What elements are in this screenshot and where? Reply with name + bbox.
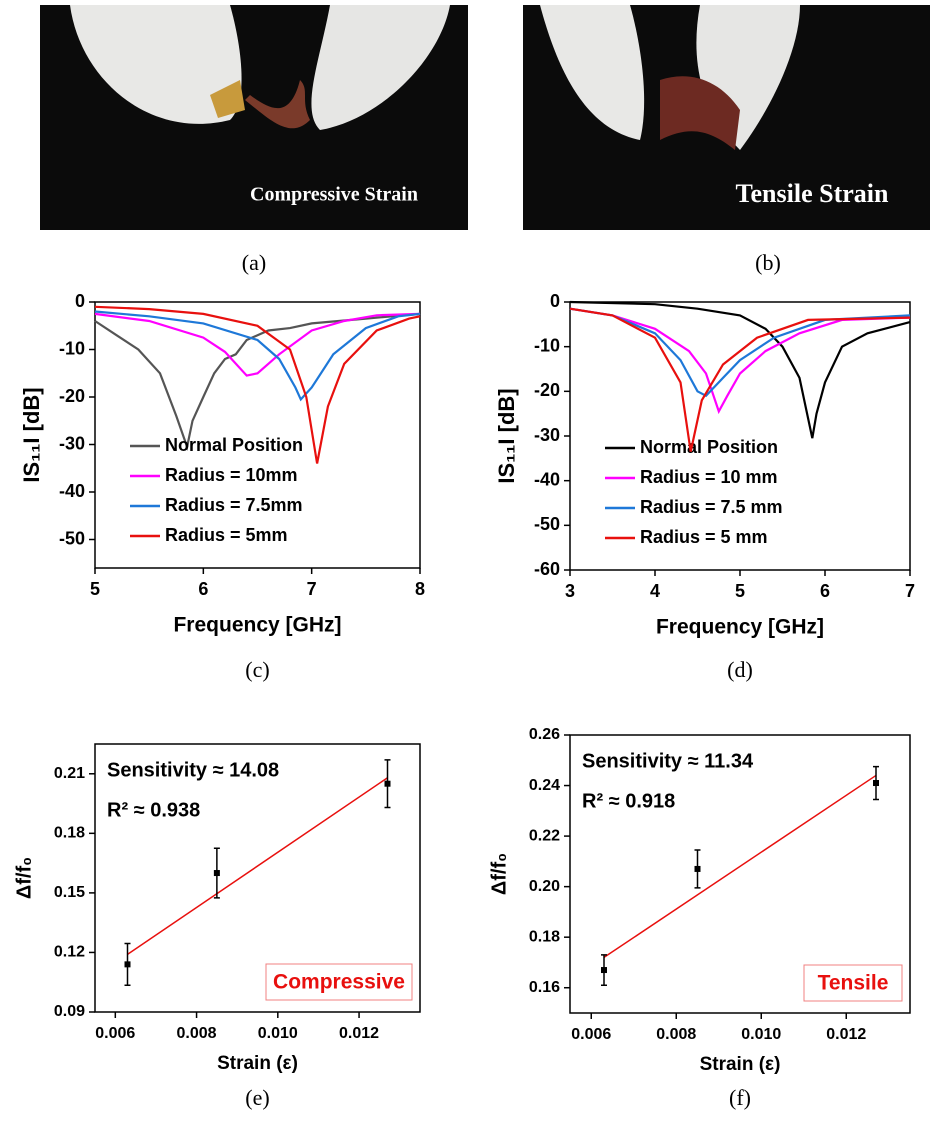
legend-label: Normal Position (640, 437, 778, 457)
y-tick-label: 0.20 (529, 878, 560, 895)
y-tick-label: -50 (59, 528, 85, 548)
caption: (b) (755, 250, 781, 275)
annotation: Sensitivity ≈ 14.08 (107, 759, 279, 781)
x-tick-label: 5 (90, 579, 100, 599)
legend-label: Radius = 7.5 mm (640, 497, 783, 517)
x-axis-label: Frequency [GHz] (656, 616, 824, 639)
legend-label: Normal Position (165, 435, 303, 455)
line-series (95, 314, 420, 447)
x-tick-label: 0.008 (656, 1026, 696, 1043)
point (385, 781, 391, 787)
point (214, 870, 220, 876)
y-tick-label: 0 (550, 291, 560, 311)
annotation: R² ≈ 0.938 (107, 799, 200, 821)
line-series (570, 302, 910, 438)
y-tick-label: -40 (59, 481, 85, 501)
legend-label: Radius = 10mm (165, 465, 298, 485)
figure: Compressive Strain (a) Tensile Strain (b… (0, 0, 940, 1123)
point (125, 961, 131, 967)
y-tick-label: 0.26 (529, 726, 560, 743)
point (601, 967, 607, 973)
photo-b: Tensile Strain (523, 5, 930, 230)
photo-label: Compressive Strain (250, 184, 418, 206)
x-tick-label: 6 (820, 581, 830, 601)
x-tick-label: 7 (307, 579, 317, 599)
x-tick-label: 0.012 (339, 1025, 379, 1042)
y-tick-label: -30 (59, 433, 85, 453)
y-axis-label: IS₁₁I [dB] (19, 387, 44, 482)
legend-label: Radius = 7.5mm (165, 495, 303, 515)
caption: (a) (242, 250, 266, 275)
x-tick-label: 0.006 (571, 1026, 611, 1043)
chart: 0.09 0.12 0.15 0.18 0.21 0.006 0.008 0.010 0.012… (13, 744, 420, 1110)
tag: Compressive (273, 971, 405, 994)
tag: Tensile (818, 972, 889, 995)
y-tick-label: 0.24 (529, 777, 560, 794)
x-tick-label: 0.006 (95, 1025, 135, 1042)
x-tick-label: 4 (650, 581, 660, 601)
y-tick-label: -10 (59, 338, 85, 358)
caption: (f) (729, 1085, 751, 1110)
y-tick-label: 0.09 (54, 1003, 85, 1020)
photo-a: Compressive Strain (40, 5, 468, 230)
x-tick-label: 0.010 (258, 1025, 298, 1042)
y-tick-label: 0.15 (54, 884, 85, 901)
y-axis-label: Δf/f₀ (13, 857, 35, 899)
x-tick-label: 7 (905, 581, 915, 601)
legend-label: Radius = 10 mm (640, 467, 778, 487)
y-tick-label: 0 (75, 291, 85, 311)
caption: (c) (245, 657, 269, 682)
y-tick-label: -20 (59, 386, 85, 406)
y-tick-label: -10 (534, 335, 560, 355)
chart: 0.16 0.18 0.20 0.22 0.24 0.26 0.006 0.008 0.010 0… (488, 726, 910, 1110)
y-tick-label: -60 (534, 559, 560, 579)
y-tick-label: 0.16 (529, 979, 560, 996)
y-axis-label: Δf/f₀ (488, 853, 510, 895)
y-tick-label: -50 (534, 514, 560, 534)
y-tick-label: -40 (534, 469, 560, 489)
x-tick-label: 0.012 (826, 1026, 866, 1043)
chart: 0 -10 -20 -30 -40 -50 5 6 7 8 Frequency [GHz] IS₁₁I… (19, 291, 425, 682)
y-tick-label: 0.18 (54, 825, 85, 842)
y-tick-label: 0.18 (529, 928, 560, 945)
x-tick-label: 5 (735, 581, 745, 601)
line-series (95, 314, 420, 376)
x-tick-label: 6 (198, 579, 208, 599)
caption: (e) (245, 1085, 269, 1110)
point (873, 780, 879, 786)
x-axis-label: Frequency [GHz] (173, 614, 341, 637)
y-tick-label: -30 (534, 425, 560, 445)
chart: 0 -10 -20 -30 -40 -50 -603 4 5 6 7 Frequency [GHz] I… (494, 291, 915, 682)
x-axis-label: Strain (ε) (700, 1054, 781, 1075)
x-tick-label: 8 (415, 579, 425, 599)
point (695, 866, 701, 872)
x-axis-label: Strain (ε) (217, 1053, 298, 1074)
x-tick-label: 0.008 (177, 1025, 217, 1042)
y-tick-label: -20 (534, 380, 560, 400)
y-axis-label: IS₁₁I [dB] (494, 388, 519, 483)
annotation: Sensitivity ≈ 11.34 (582, 750, 754, 772)
caption: (d) (727, 657, 753, 682)
x-tick-label: 0.010 (741, 1026, 781, 1043)
x-tick-label: 3 (565, 581, 575, 601)
photo-label: Tensile Strain (736, 179, 889, 208)
annotation: R² ≈ 0.918 (582, 790, 675, 812)
y-tick-label: 0.21 (54, 765, 85, 782)
y-tick-label: 0.22 (529, 827, 560, 844)
legend-label: Radius = 5mm (165, 525, 288, 545)
y-tick-label: 0.12 (54, 944, 85, 961)
legend-label: Radius = 5 mm (640, 527, 768, 547)
line-series (570, 309, 910, 452)
